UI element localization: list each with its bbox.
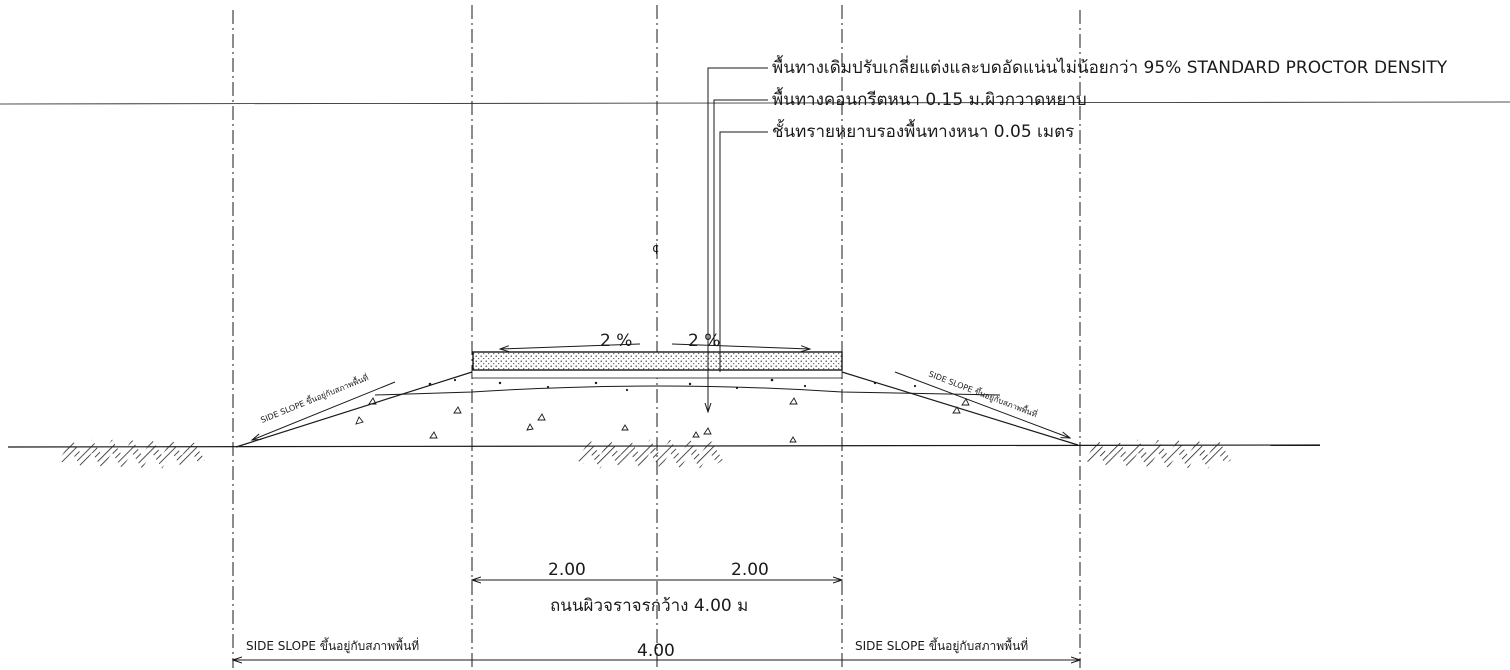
right-side-slope-arrow (894, 371, 1070, 438)
left-slope-percent: 2 % (600, 331, 632, 351)
left-half-width: 2.00 (548, 560, 586, 580)
bottom-left-side-slope: SIDE SLOPE ขึ้นอยู่กับสภาพพื้นที่ (246, 637, 419, 654)
subgrade-callout: พื้นทางเดิมปรับเกลี่ยแต่งและบดอัดแน่นไม่… (772, 55, 1448, 78)
sand-base-callout: ชั้นทรายหยาบรองพื้นทางหนา 0.05 เมตร (772, 119, 1074, 142)
bottom-right-side-slope: SIDE SLOPE ขึ้นอยู่กับสภาพพื้นที่ (855, 637, 1028, 654)
callout-leaders (708, 67, 768, 412)
top-reference-line (0, 101, 1510, 105)
concrete-callout: พื้นทางคอนกรีตหนา 0.15 ม.ผิวกวาดหยาบ (772, 87, 1087, 110)
left-slope-arrow (500, 343, 641, 349)
ground-line (7, 444, 1321, 448)
sand-base-layer (471, 369, 843, 379)
embankment-inner-line (374, 385, 1001, 396)
road-width-label: ถนนผิวจราจรกว้าง 4.00 ม (550, 596, 748, 616)
bottom-center-width: 4.00 (637, 641, 675, 661)
aggregate-symbols (355, 397, 970, 443)
centerline-symbol: ¢ (652, 241, 660, 255)
left-side-slope-arrow (252, 381, 396, 440)
right-half-width: 2.00 (731, 560, 769, 580)
aggregate-dots (428, 378, 917, 392)
right-slope-percent: 2 % (688, 331, 720, 351)
ground-hatch-symbols (59, 439, 1231, 469)
right-slope-arrow (671, 343, 810, 349)
concrete-pavement-layer (472, 351, 843, 371)
reference-lines (232, 5, 1081, 668)
